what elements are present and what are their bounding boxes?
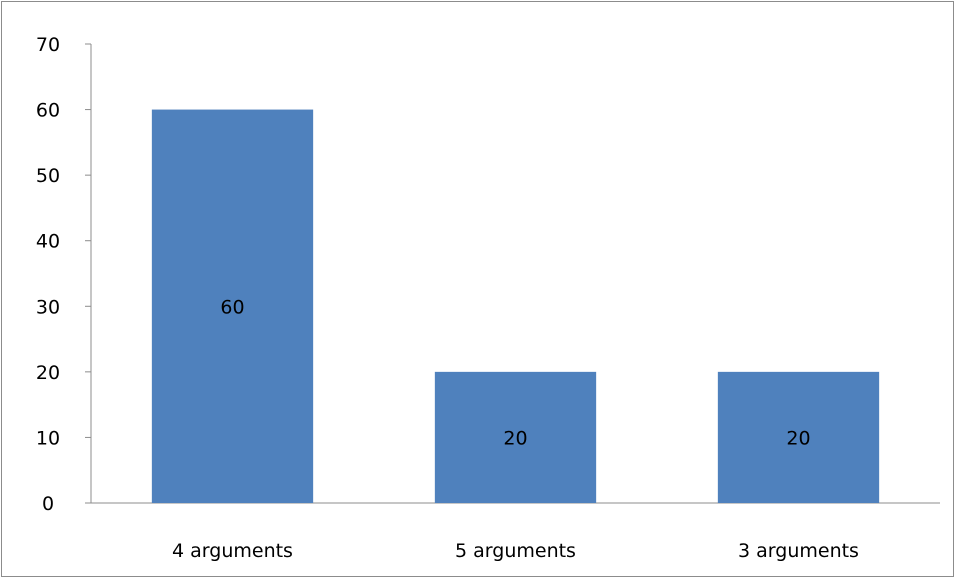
y-tick-label: 40 [36, 231, 60, 253]
bar [434, 371, 597, 503]
y-tick-label: 30 [36, 296, 60, 318]
y-tick-label: 0 [42, 493, 54, 515]
y-tick-label: 20 [36, 362, 60, 384]
x-category-label: 3 arguments [738, 540, 859, 562]
bar-data-label: 60 [220, 296, 244, 318]
bar [151, 109, 314, 504]
x-category-label: 5 arguments [455, 540, 576, 562]
bar [717, 371, 880, 503]
x-category-label: 4 arguments [172, 540, 293, 562]
y-tick-label: 70 [36, 34, 60, 56]
bar-data-label: 20 [503, 427, 527, 449]
y-tick-label: 10 [36, 427, 60, 449]
x-axis-labels: 4 arguments 5 arguments 3 arguments [172, 540, 859, 562]
bar-data-label: 20 [786, 427, 810, 449]
y-tick-label: 60 [36, 100, 60, 122]
y-tick-label: 50 [36, 165, 60, 187]
bars: 60 20 20 [151, 109, 880, 504]
y-axis-ticks: 0 10 20 30 40 50 60 70 [36, 34, 91, 515]
